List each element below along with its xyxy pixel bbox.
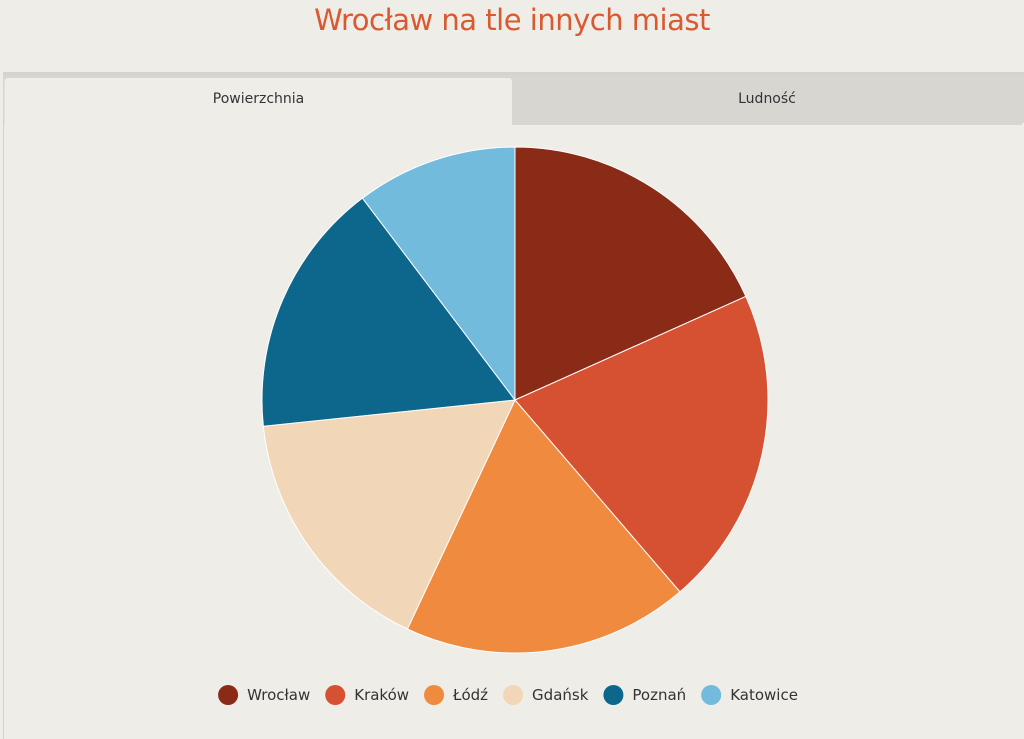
pie-slice-0[interactable]	[514, 146, 747, 401]
tab-powierzchnia[interactable]: Powierzchnia	[4, 78, 512, 125]
legend-swatch-2[interactable]	[424, 685, 445, 705]
legend-swatch-0[interactable]	[218, 685, 239, 705]
chart-title: Wrocław na tle innych miast	[314, 3, 710, 37]
pie-slice-1[interactable]	[514, 295, 769, 593]
legend-label-0[interactable]: Wrocław	[247, 686, 310, 704]
legend-swatch-1[interactable]	[325, 685, 346, 705]
pie-slice-4[interactable]	[261, 197, 516, 427]
legend-swatch-5[interactable]	[701, 685, 722, 705]
legend-swatch-4[interactable]	[603, 685, 624, 705]
chart-legend: Wrocław Kraków Łódź Gdańsk Poznań Katowice	[218, 685, 798, 705]
tab-ludnosc[interactable]: Ludność	[512, 78, 1022, 125]
pie-slice-2[interactable]	[406, 399, 681, 654]
legend-label-2[interactable]: Łódź	[452, 686, 488, 704]
pie-slice-5[interactable]	[361, 146, 516, 402]
pie-slice-3[interactable]	[262, 399, 516, 630]
legend-label-4[interactable]: Poznań	[632, 686, 686, 704]
legend-label-1[interactable]: Kraków	[354, 686, 409, 704]
pie-slices	[261, 146, 769, 654]
legend-swatch-3[interactable]	[503, 685, 524, 705]
legend-label-5[interactable]: Katowice	[730, 686, 798, 704]
legend-label-3[interactable]: Gdańsk	[532, 686, 589, 704]
